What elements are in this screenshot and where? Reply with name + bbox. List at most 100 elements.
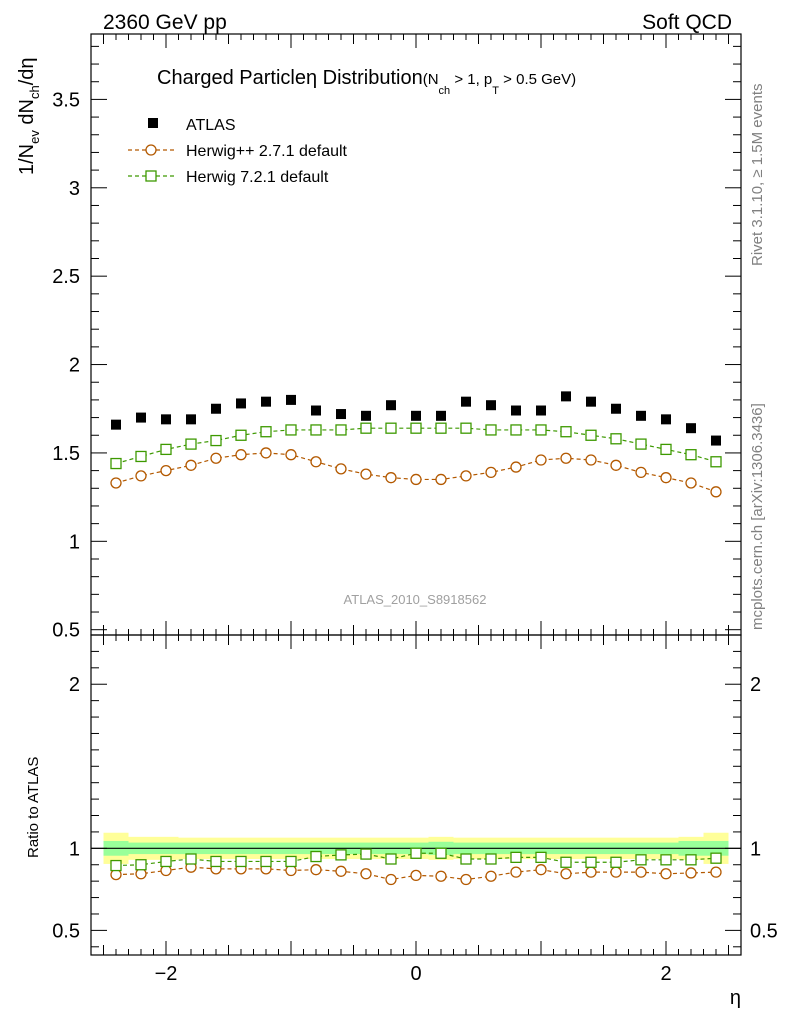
herwigpp-point — [485, 466, 497, 479]
herwig7-point — [485, 424, 497, 436]
ratio-y-tick-label-right: 2 — [750, 674, 761, 696]
herwigpp-point — [310, 456, 322, 468]
atlas-point — [186, 414, 196, 425]
herwigpp-point — [685, 867, 697, 879]
herwig7-point — [610, 433, 622, 445]
title-cuts-end: > 0.5 GeV) — [499, 71, 576, 88]
atlas-point — [586, 396, 596, 407]
x-tick-label: 0 — [410, 963, 421, 985]
herwigpp-point — [460, 470, 472, 482]
legend-marker-herwigpp — [145, 144, 157, 156]
herwigpp-point — [685, 477, 697, 489]
title-eta: η — [306, 67, 317, 89]
herwigpp-point — [585, 454, 597, 466]
herwig7-point — [660, 854, 672, 866]
herwig7-point — [260, 426, 272, 438]
herwig7-point — [185, 853, 197, 865]
mcplots-label: mcplots.cern.ch [arXiv:1306.3436] — [749, 403, 766, 630]
herwig7-point — [135, 859, 147, 871]
herwigpp-point — [285, 449, 297, 461]
legend-marker-herwig7 — [145, 170, 157, 182]
herwig7-point — [635, 438, 647, 450]
herwig7-point — [435, 422, 447, 434]
herwig7-point — [710, 852, 722, 864]
atlas-point — [386, 400, 396, 411]
herwig7-point — [510, 851, 522, 864]
herwigpp-point — [510, 461, 522, 473]
ratio-y-tick-label: 1 — [69, 838, 80, 860]
rivet-label: Rivet 3.1.10, ≥ 1.5M events — [749, 84, 766, 267]
herwig7-point — [310, 424, 322, 436]
analysis-watermark: ATLAS_2010_S8918562 — [344, 592, 487, 607]
herwig7-point — [310, 850, 322, 863]
herwigpp-point — [410, 473, 422, 486]
title-dist: Distribution — [317, 67, 423, 89]
herwigpp-point — [660, 472, 672, 484]
herwig7-point — [585, 429, 597, 441]
herwig7-point — [110, 859, 122, 872]
atlas-point — [561, 391, 571, 402]
ratio-y-tick-label-right: 0.5 — [750, 920, 778, 942]
herwig7-point — [660, 443, 672, 456]
herwig7-point — [585, 856, 597, 868]
herwigpp-point — [435, 870, 447, 882]
ratio-y-tick-label: 0.5 — [52, 920, 80, 942]
herwig7-point — [460, 422, 472, 434]
herwig7-point — [685, 854, 697, 866]
herwig7-point — [285, 855, 297, 868]
atlas-point — [486, 400, 496, 411]
plot-title: Charged Particleη Distribution(Nch > 1, … — [157, 67, 576, 97]
herwigpp-point — [585, 866, 597, 878]
herwig7-point — [410, 422, 422, 434]
atlas-point — [311, 405, 321, 416]
herwigpp-point — [710, 486, 722, 498]
herwig7-point — [235, 429, 247, 441]
herwig7-point — [160, 443, 172, 456]
herwig7-point — [610, 856, 622, 868]
herwigpp-point — [335, 463, 347, 475]
herwigpp-point — [185, 459, 197, 471]
herwigpp-point — [610, 459, 622, 471]
herwig7-point — [360, 848, 372, 860]
herwig7-point — [560, 426, 572, 438]
herwig7-point — [260, 855, 272, 868]
herwig7-point — [385, 422, 397, 434]
herwig7-point — [435, 847, 447, 859]
y-tick-label: 3 — [69, 178, 80, 200]
herwigpp-point — [410, 869, 422, 882]
y-axis-label: 1/Nev dNch/dη — [16, 57, 42, 175]
atlas-point — [161, 414, 171, 425]
atlas-point — [536, 405, 546, 416]
herwig7-point — [285, 424, 297, 436]
herwig7-point — [235, 855, 247, 868]
atlas-point — [211, 403, 221, 414]
herwig7-point — [210, 434, 222, 447]
herwigpp-point — [385, 873, 397, 886]
atlas-point — [236, 398, 246, 409]
x-tick-label: −2 — [155, 963, 178, 985]
herwigpp-point — [660, 868, 672, 880]
atlas-point — [686, 423, 696, 434]
herwigpp-point — [385, 472, 397, 484]
atlas-point — [336, 409, 346, 420]
y-tick-label: 2 — [69, 355, 80, 377]
legend-label-herwigpp: Herwig++ 2.7.1 default — [186, 143, 348, 160]
herwig7-point — [535, 851, 547, 864]
ratio-y-tick-label-right: 1 — [750, 838, 761, 860]
y-tick-label: 2.5 — [52, 266, 80, 288]
ratio-frame — [90, 634, 742, 956]
herwigpp-point — [360, 868, 372, 880]
atlas-point — [661, 414, 671, 425]
herwig7-point — [710, 456, 722, 468]
herwig7-point — [110, 457, 122, 470]
atlas-point — [436, 410, 446, 421]
herwigpp-point — [535, 864, 547, 876]
y-tick-label: 3.5 — [52, 89, 80, 111]
atlas-point — [411, 410, 421, 421]
herwig7-point — [510, 424, 522, 436]
herwig7-point — [185, 438, 197, 450]
title-cuts-mid: > 1, p — [450, 71, 492, 88]
atlas-point — [611, 403, 621, 414]
herwigpp-point — [235, 449, 247, 461]
herwigpp-point — [535, 454, 547, 466]
